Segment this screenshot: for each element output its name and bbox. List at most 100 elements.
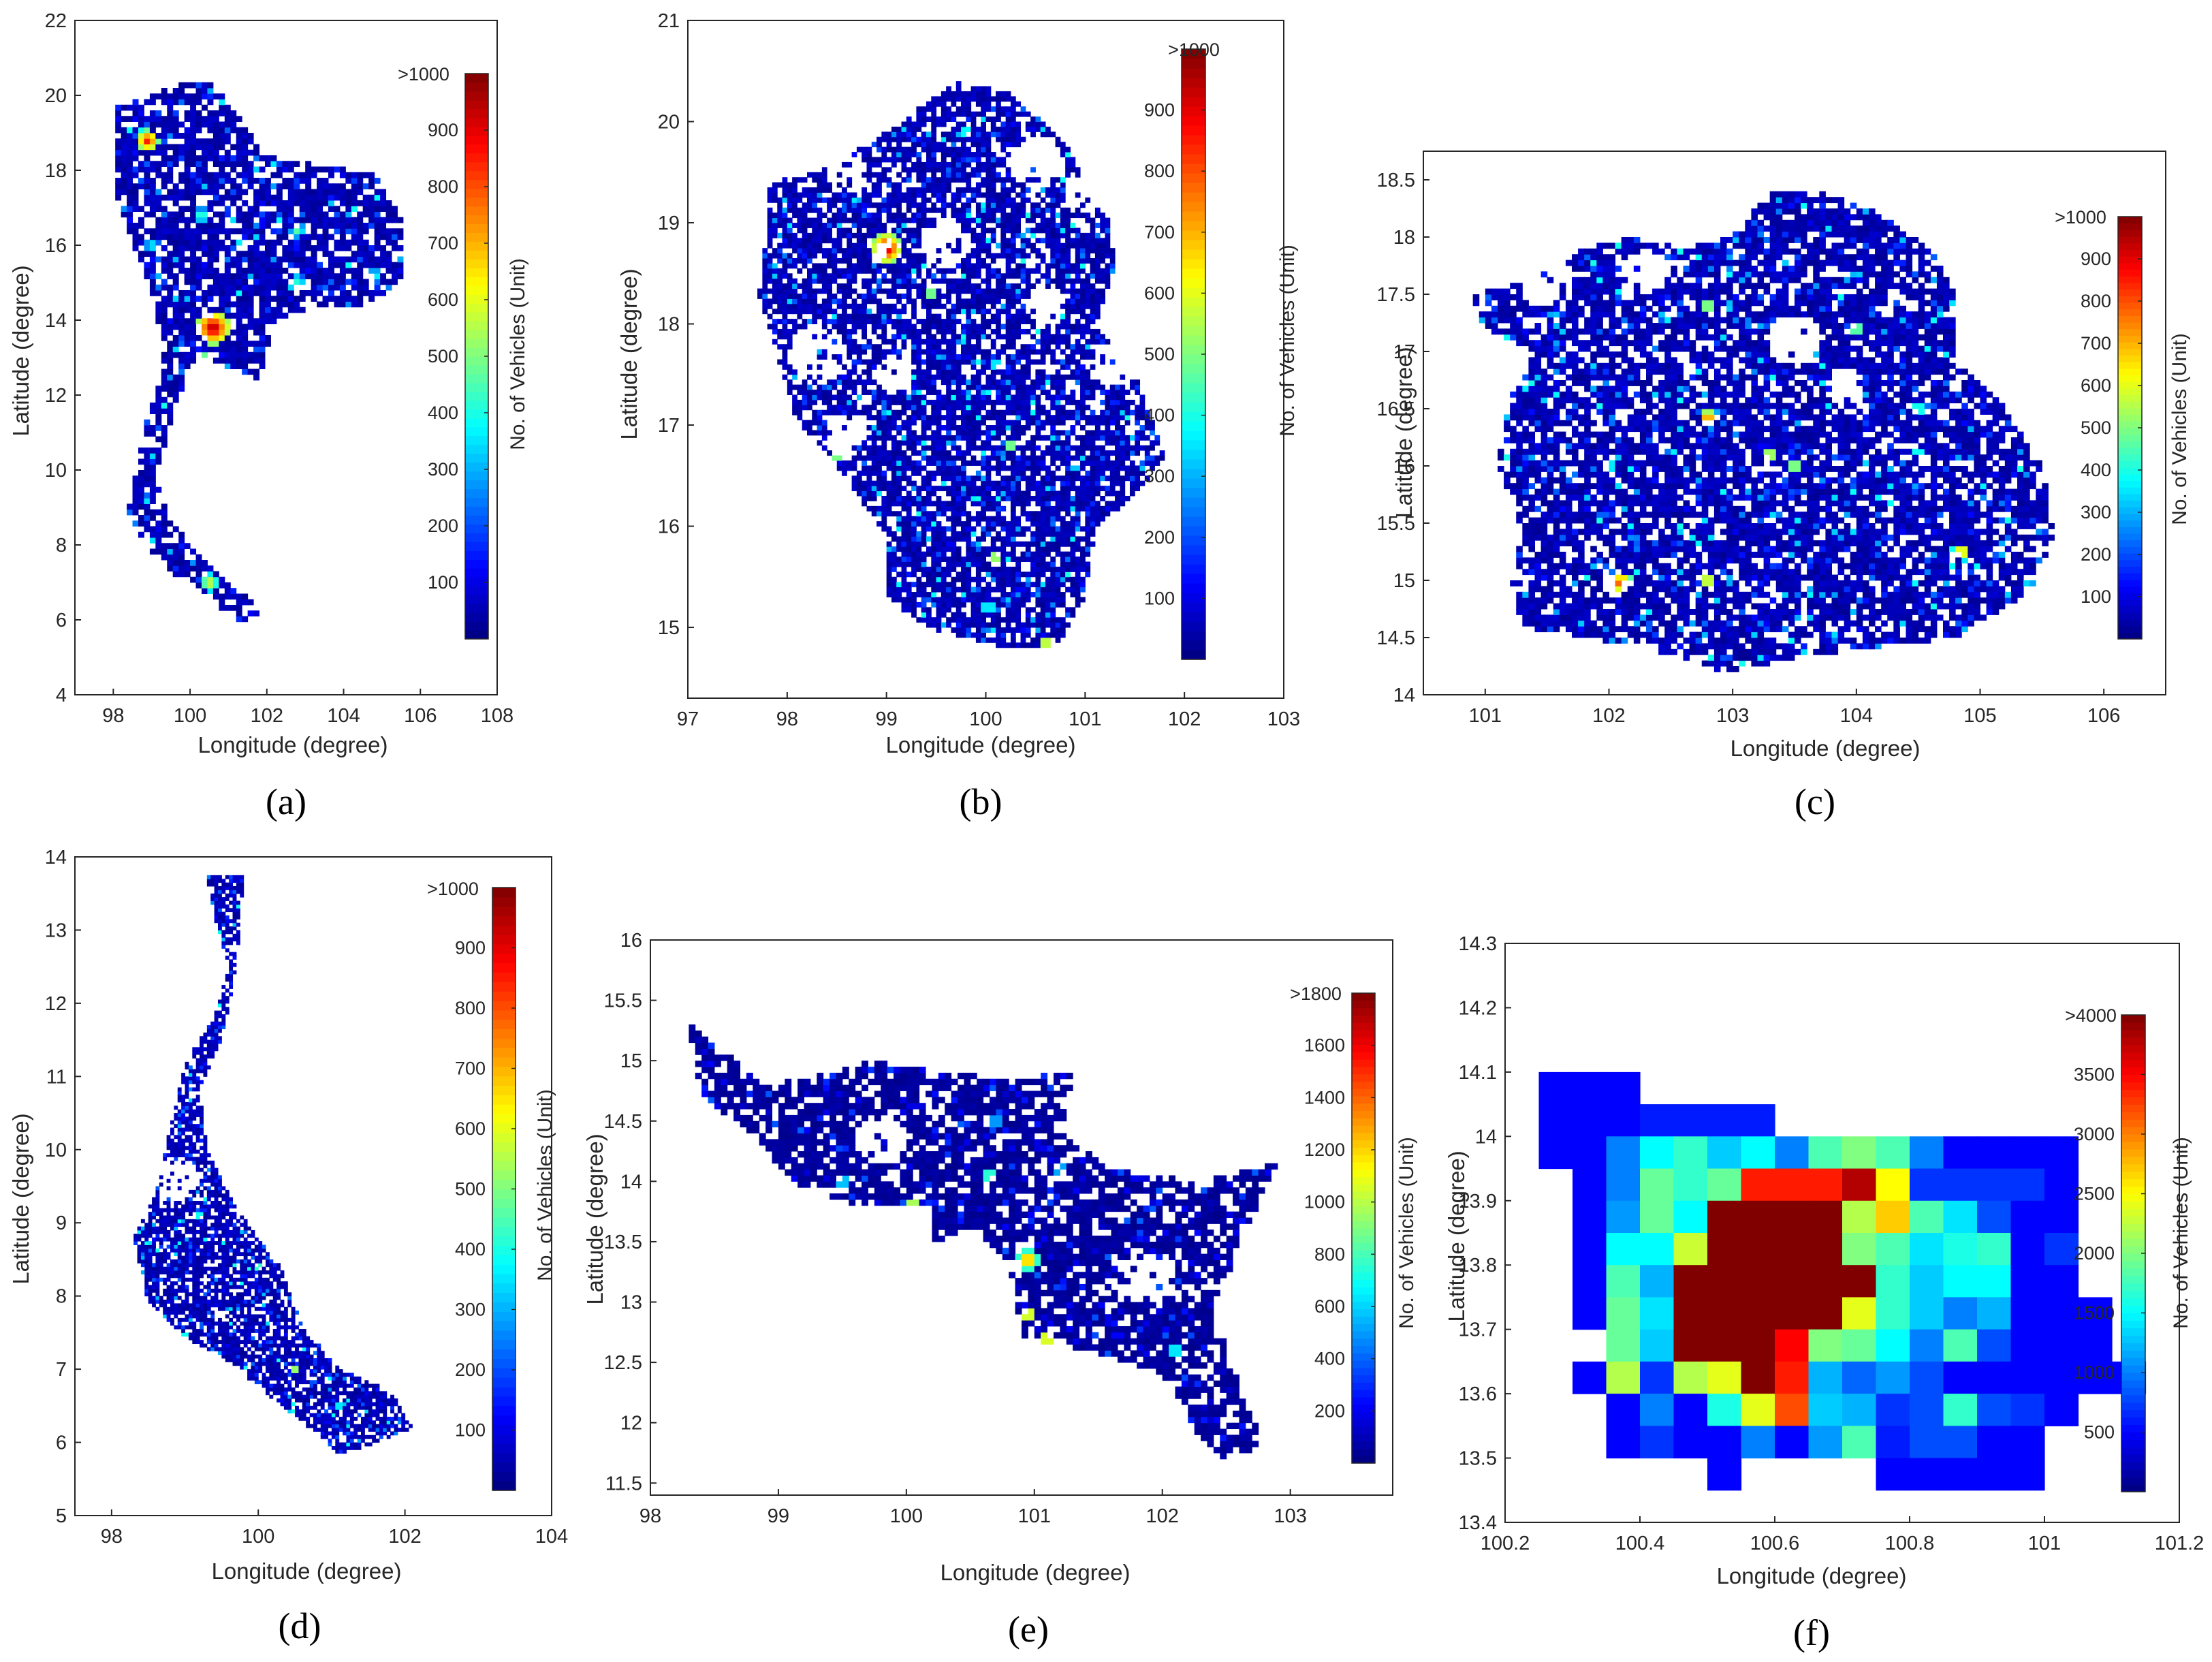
heat-cell [926,136,932,142]
heat-cell [1010,450,1016,456]
heat-cell [1020,586,1026,593]
heat-cell [219,228,225,234]
colorbar-segment [465,391,488,401]
heat-cell [797,177,803,183]
heat-cell [121,127,127,134]
heat-cell [941,293,947,299]
heat-cell [167,531,174,538]
heat-cell [970,197,977,203]
heat-cell [941,597,947,603]
heat-cell [906,192,912,198]
heat-cell [305,262,312,268]
heat-cell [782,197,788,203]
heat-cell [926,571,932,578]
heat-cell [1000,450,1007,456]
heat-cell [190,104,197,111]
heat-cell [821,232,827,238]
heat-cell [891,157,897,163]
heat-cell [936,536,942,542]
heat-cell [178,380,185,386]
heat-cell [881,309,887,315]
heat-cell [901,223,907,228]
heat-cell [985,526,992,532]
heat-cell [276,166,283,173]
heat-cell [127,149,133,156]
heat-cell [926,399,932,405]
heat-cell [1015,217,1022,223]
heat-cell [901,526,907,532]
heat-cell [851,273,857,279]
heat-cell [802,379,808,386]
heat-cell [921,586,927,593]
heat-cell [1015,354,1022,360]
heat-cell [253,374,260,381]
heat-cell [772,283,778,289]
heat-cell [842,313,847,319]
heat-cell [1040,632,1046,638]
heat-cell [1025,460,1031,466]
heat-cell [167,256,174,263]
heat-cell [787,187,793,193]
heat-cell [294,172,300,178]
heat-cell [916,126,922,132]
heat-cell [259,262,266,268]
heat-cell [311,284,317,291]
heat-cell [1020,213,1026,219]
heat-cell [1020,238,1026,244]
heat-cell [906,217,912,223]
heat-cell [955,96,962,102]
heat-cell [990,597,996,603]
heat-cell [807,207,812,213]
heat-cell [247,268,254,274]
heat-cell [911,257,917,264]
heat-cell [265,194,271,201]
heat-cell [862,379,867,386]
heat-cell [265,245,271,251]
heat-cell [931,390,937,395]
heat-cell [282,206,289,212]
heat-cell [955,364,962,370]
heat-cell [941,359,947,365]
heat-cell [812,379,818,386]
heat-cell [921,465,927,471]
heat-cell [990,177,996,183]
heat-cell [149,166,156,173]
heat-cell [777,248,783,254]
heat-cell [916,187,922,193]
heat-cell [985,359,992,365]
heat-cell [155,234,162,240]
heat-cell [921,172,927,178]
heat-cell [282,200,289,206]
heat-cell [368,200,375,206]
heat-cell [926,146,932,153]
heat-cell [253,318,260,324]
heat-cell [127,503,133,510]
heat-cell [961,131,966,138]
heat-cell [167,161,174,167]
heat-cell [807,394,812,401]
heat-cell [886,531,892,537]
heat-cell [195,178,202,184]
heat-cell [305,206,312,212]
heat-cell [926,349,932,355]
heat-cell [926,354,932,360]
heat-cell [901,303,907,309]
heat-cell [851,349,857,355]
heat-cell [1015,359,1022,365]
heat-cell [981,551,986,557]
heat-cell [970,486,977,492]
heat-cell [161,121,168,128]
heat-cell [362,239,369,246]
heat-cell [821,390,827,395]
heat-cell [827,232,832,238]
heat-cell [970,136,977,142]
heat-cell [961,268,966,274]
heat-cell [862,445,867,451]
heat-cell [357,262,364,268]
heat-cell [906,571,912,578]
heat-cell [1015,248,1022,254]
heat-cell [936,298,942,304]
heat-cell [871,248,877,254]
heat-cell [385,211,392,218]
heat-cell [876,303,882,309]
